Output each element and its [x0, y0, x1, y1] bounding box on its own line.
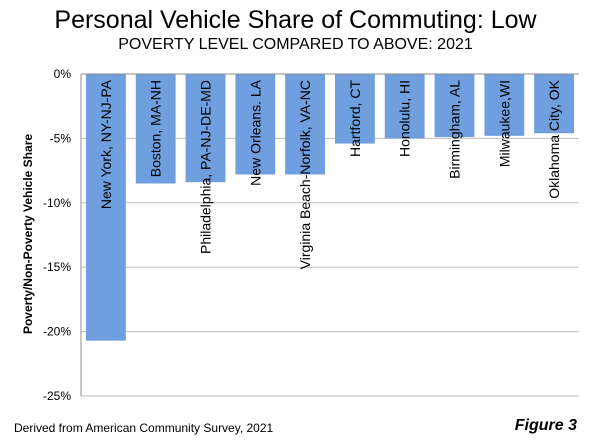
chart-title: Personal Vehicle Share of Commuting: Low	[54, 6, 537, 34]
bar	[434, 74, 475, 138]
bar-category-label: Virginia Beach-Norfolk, VA-NC	[297, 80, 313, 269]
bar-category-label: Birmingham, AL	[447, 80, 463, 179]
bar	[85, 74, 126, 341]
bar-category-label: New Orleans. LA	[247, 79, 263, 185]
y-tick-label: -25%	[43, 389, 71, 403]
bar-category-label: Hartford, CT	[347, 80, 363, 157]
y-tick-labels: 0% -5% -10% -15% -20% -25%	[43, 67, 71, 403]
bar	[235, 74, 276, 175]
bar	[534, 74, 575, 134]
source-note: Derived from American Community Survey, …	[14, 421, 274, 435]
y-tick-label: -15%	[43, 260, 71, 274]
y-tick-label: 0%	[54, 67, 72, 81]
bar	[135, 74, 176, 184]
bar-labels: New York, NY-NJ-PA Boston, MA-NH Philadelp…	[98, 79, 562, 269]
chart-subtitle: POVERTY LEVEL COMPARED TO ABOVE: 2021	[118, 36, 473, 53]
bar	[384, 74, 425, 139]
bar-category-label: Philadelphia, PA-NJ-DE-MD	[198, 80, 214, 254]
bar-category-label: Honolulu, HI	[397, 80, 413, 157]
y-tick-label: -20%	[43, 325, 71, 339]
axes	[80, 73, 579, 396]
y-tick-label: -10%	[43, 196, 71, 210]
bar	[334, 74, 375, 144]
figure-label: Figure 3	[514, 417, 577, 434]
bar-category-label: Boston, MA-NH	[148, 80, 164, 177]
bar-category-label: New York, NY-NJ-PA	[98, 79, 114, 209]
bar-category-label: Oklahoma City, OK	[546, 79, 562, 198]
y-tick-label: -5%	[50, 131, 72, 145]
gridlines	[81, 137, 579, 397]
bar-category-label: Milwaukee,WI	[496, 80, 512, 167]
bar	[484, 74, 525, 136]
y-axis-label: Poverty/Non-Poverty Vehicle Share	[21, 134, 35, 334]
bar	[185, 74, 226, 183]
bar	[285, 74, 326, 175]
bars	[85, 74, 575, 341]
